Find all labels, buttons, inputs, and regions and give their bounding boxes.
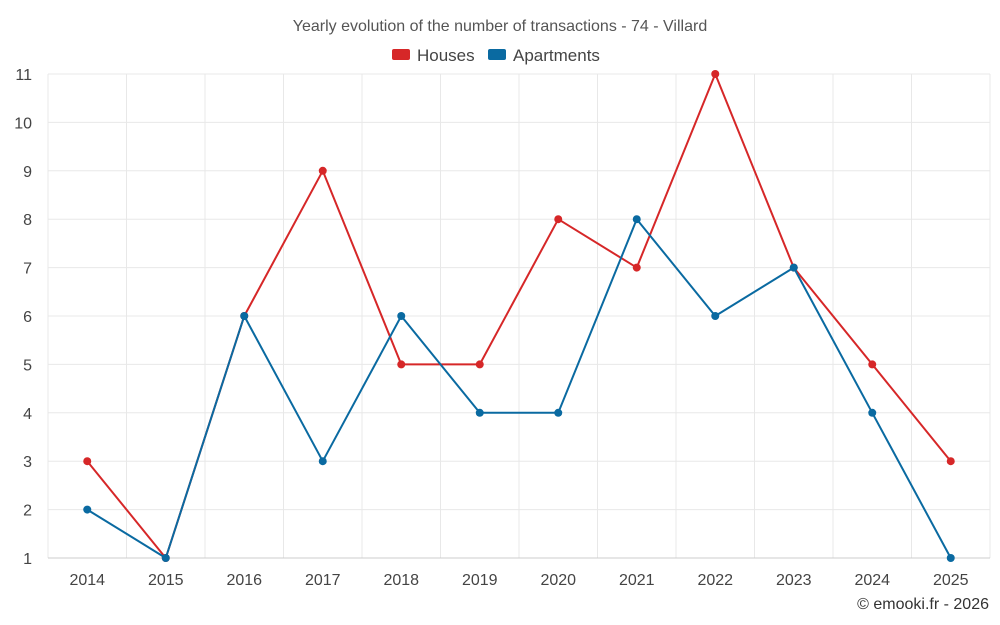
y-tick-label: 9 <box>23 164 32 181</box>
data-point-houses[interactable] <box>554 215 563 224</box>
y-tick-label: 3 <box>23 454 32 471</box>
x-tick-label: 2018 <box>383 572 419 589</box>
x-tick-label: 2024 <box>854 572 890 589</box>
x-tick-label: 2014 <box>69 572 105 589</box>
data-point-houses[interactable] <box>318 166 327 175</box>
y-tick-label: 11 <box>15 67 32 84</box>
data-point-apartments[interactable] <box>868 408 877 417</box>
data-point-apartments[interactable] <box>240 312 249 320</box>
y-tick-label: 10 <box>14 115 32 132</box>
series-apartments <box>83 215 955 562</box>
data-point-apartments[interactable] <box>161 554 170 562</box>
x-tick-label: 2016 <box>226 572 262 589</box>
data-point-houses[interactable] <box>946 457 955 466</box>
data-point-houses[interactable] <box>632 263 641 272</box>
y-tick-label: 1 <box>23 551 32 568</box>
axes: 1 2 3 4 5 6 7 8 9 10 11 2014 2015 2016 2017 2018 2019 202… <box>14 67 990 589</box>
y-tick-label: 7 <box>23 261 32 278</box>
y-tick-label: 2 <box>23 503 32 520</box>
data-point-houses[interactable] <box>711 70 720 78</box>
data-point-apartments[interactable] <box>632 215 641 224</box>
y-tick-label: 8 <box>23 212 32 229</box>
y-tick-label: 6 <box>23 309 32 326</box>
series <box>83 70 955 562</box>
series-line-apartments <box>86 218 952 559</box>
y-tick-label: 5 <box>23 357 32 374</box>
legend-swatch-houses[interactable] <box>392 49 410 60</box>
y-tick-label: 4 <box>23 406 32 423</box>
data-point-apartments[interactable] <box>83 505 92 514</box>
copyright-text: © emooki.fr - 2026 <box>857 596 989 613</box>
data-point-houses[interactable] <box>475 360 484 369</box>
x-tick-label: 2021 <box>619 572 655 589</box>
grid <box>47 73 991 559</box>
data-point-houses[interactable] <box>868 360 877 369</box>
data-point-houses[interactable] <box>83 457 92 466</box>
x-tick-label: 2017 <box>305 572 341 589</box>
data-point-apartments[interactable] <box>397 312 406 320</box>
legend-label-apartments[interactable]: Apartments <box>513 46 600 65</box>
chart-title: Yearly evolution of the number of transa… <box>293 18 707 35</box>
legend-label-houses[interactable]: Houses <box>417 46 475 65</box>
x-tick-label: 2015 <box>148 572 184 589</box>
x-tick-label: 2025 <box>933 572 969 589</box>
data-point-apartments[interactable] <box>789 263 798 272</box>
legend: Houses Apartments <box>392 46 600 65</box>
x-tick-label: 2023 <box>776 572 812 589</box>
data-point-apartments[interactable] <box>946 554 955 562</box>
x-tick-label: 2020 <box>540 572 576 589</box>
x-tick-label: 2019 <box>462 572 498 589</box>
data-point-apartments[interactable] <box>318 457 327 466</box>
x-tick-label: 2022 <box>697 572 733 589</box>
data-point-apartments[interactable] <box>475 408 484 417</box>
data-point-houses[interactable] <box>397 360 406 369</box>
legend-swatch-apartments[interactable] <box>488 49 506 60</box>
data-point-apartments[interactable] <box>554 408 563 417</box>
data-point-apartments[interactable] <box>711 312 720 320</box>
